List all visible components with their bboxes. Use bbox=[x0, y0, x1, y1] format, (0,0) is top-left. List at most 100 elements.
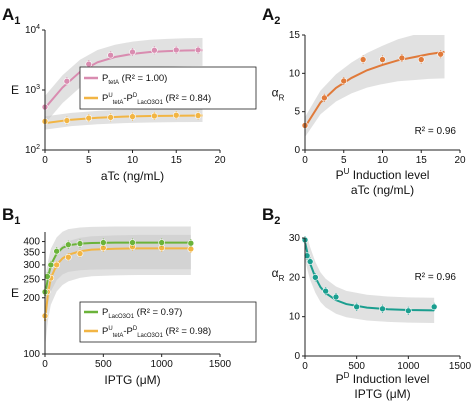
y-axis-label: E bbox=[11, 83, 19, 97]
y-tick-label: 350 bbox=[23, 247, 40, 258]
data-point bbox=[172, 46, 180, 54]
legend-box bbox=[79, 301, 257, 343]
x-axis-label: aTc (ng/mL) bbox=[101, 169, 164, 183]
x-tick-label: 5 bbox=[86, 155, 92, 166]
data-point bbox=[430, 303, 438, 311]
y-tick-label: 0 bbox=[294, 145, 300, 156]
x-tick-label: 1000 bbox=[397, 361, 420, 372]
data-point bbox=[85, 60, 93, 68]
legend-p: P bbox=[102, 326, 108, 337]
y-tick-label-base: 10 bbox=[25, 85, 37, 96]
data-point bbox=[312, 274, 319, 281]
y-tick-label: 15 bbox=[289, 30, 301, 41]
data-point bbox=[76, 250, 84, 257]
y-axis-label: αR bbox=[272, 266, 285, 283]
legend-sup: D bbox=[133, 93, 138, 99]
data-point bbox=[65, 241, 72, 248]
data-point bbox=[417, 56, 425, 63]
panel-letter-a1: A1 bbox=[2, 5, 20, 27]
data-point bbox=[129, 113, 136, 120]
x-tick-label: 500 bbox=[348, 361, 365, 372]
data-point bbox=[47, 261, 55, 269]
y-tick-label: 10 bbox=[289, 312, 301, 323]
data-point bbox=[398, 54, 406, 62]
y-tick-label: 200 bbox=[23, 293, 40, 304]
confidence-band bbox=[305, 35, 445, 137]
y-axis-label: E bbox=[11, 286, 19, 300]
y-tick-label-exp: 3 bbox=[36, 84, 40, 91]
panel-letter-b1: B1 bbox=[2, 205, 20, 227]
x-axis-label-line2: IPTG (μM) bbox=[354, 387, 410, 401]
legend-sub: tetA bbox=[113, 100, 124, 106]
y-tick-label: 10 bbox=[289, 68, 301, 79]
data-point bbox=[53, 261, 60, 269]
y-tick-label: 103 bbox=[25, 84, 40, 96]
legend-sub: tetA bbox=[113, 333, 124, 339]
y-tick-label: 30 bbox=[289, 233, 301, 244]
data-point bbox=[151, 46, 158, 54]
data-point bbox=[65, 253, 72, 261]
confidence-band-1 bbox=[45, 108, 203, 130]
y-label-sub: R bbox=[279, 94, 285, 103]
y-tick-label: 0 bbox=[294, 351, 300, 362]
legend-sub: tetA bbox=[108, 80, 119, 86]
legend-p: P bbox=[102, 307, 108, 318]
legend-label-1: PUtetA-PDLacO3O1 (R² = 0.84) bbox=[102, 93, 211, 106]
y-tick-label-base: 10 bbox=[25, 25, 37, 36]
data-point bbox=[353, 303, 360, 311]
data-point bbox=[172, 111, 180, 119]
y-tick-label: 102 bbox=[25, 144, 40, 156]
x-label-p: P bbox=[336, 168, 344, 182]
y-label-alpha: α bbox=[272, 266, 279, 280]
x-axis-label-line2: aTc (ng/mL) bbox=[351, 183, 414, 197]
x-tick-label: 0 bbox=[302, 155, 308, 166]
data-point bbox=[63, 117, 71, 124]
confidence-band-1 bbox=[45, 234, 191, 348]
legend-sub: LacO3O1 bbox=[108, 314, 134, 320]
x-label-rest: Induction level bbox=[349, 168, 429, 182]
legend-mid: -P bbox=[123, 326, 133, 337]
legend-label-1: PUtetA-PDLacO3O1 (R² = 0.98) bbox=[102, 326, 211, 339]
legend-r2: (R² = 1.00) bbox=[119, 73, 167, 84]
legend-box bbox=[79, 66, 257, 110]
data-point bbox=[194, 112, 202, 119]
data-point bbox=[100, 239, 107, 246]
legend-sub: LacO3O1 bbox=[137, 333, 163, 339]
y-tick-label: 250 bbox=[23, 275, 40, 286]
x-axis-label: IPTG (μM) bbox=[104, 373, 160, 387]
panel-letter-a2: A2 bbox=[262, 5, 280, 27]
x-label-rest: Induction level bbox=[349, 372, 429, 386]
data-point bbox=[321, 94, 328, 102]
x-tick-label: 10 bbox=[377, 155, 389, 166]
x-tick-label: 0 bbox=[42, 359, 48, 370]
y-tick-label: 5 bbox=[294, 107, 300, 118]
x-tick-label: 15 bbox=[171, 155, 183, 166]
x-tick-label: 1000 bbox=[151, 359, 174, 370]
y-tick-label: 400 bbox=[23, 237, 40, 248]
y-tick-label-exp: 2 bbox=[36, 144, 40, 151]
legend-sup: U bbox=[108, 93, 112, 99]
y-tick-label: 300 bbox=[23, 260, 40, 271]
r2-annotation: R² = 0.96 bbox=[415, 126, 457, 137]
legend-sup: U bbox=[108, 326, 112, 332]
data-point bbox=[194, 46, 202, 54]
panel-letter-b2: B2 bbox=[262, 205, 280, 227]
x-tick-label: 5 bbox=[341, 155, 347, 166]
x-label-sup: U bbox=[344, 167, 350, 176]
x-tick-label: 10 bbox=[127, 155, 139, 166]
data-point bbox=[129, 239, 136, 246]
y-tick-label: 100 bbox=[23, 349, 40, 360]
data-point bbox=[322, 287, 329, 295]
x-tick-label: 1500 bbox=[209, 359, 232, 370]
data-point bbox=[379, 305, 386, 313]
x-tick-label: 15 bbox=[416, 155, 428, 166]
x-tick-label: 1500 bbox=[449, 361, 472, 372]
legend-label-0: PtetA (R² = 1.00) bbox=[102, 73, 167, 86]
data-point bbox=[76, 240, 84, 247]
data-point bbox=[129, 48, 136, 56]
data-point bbox=[303, 252, 311, 259]
